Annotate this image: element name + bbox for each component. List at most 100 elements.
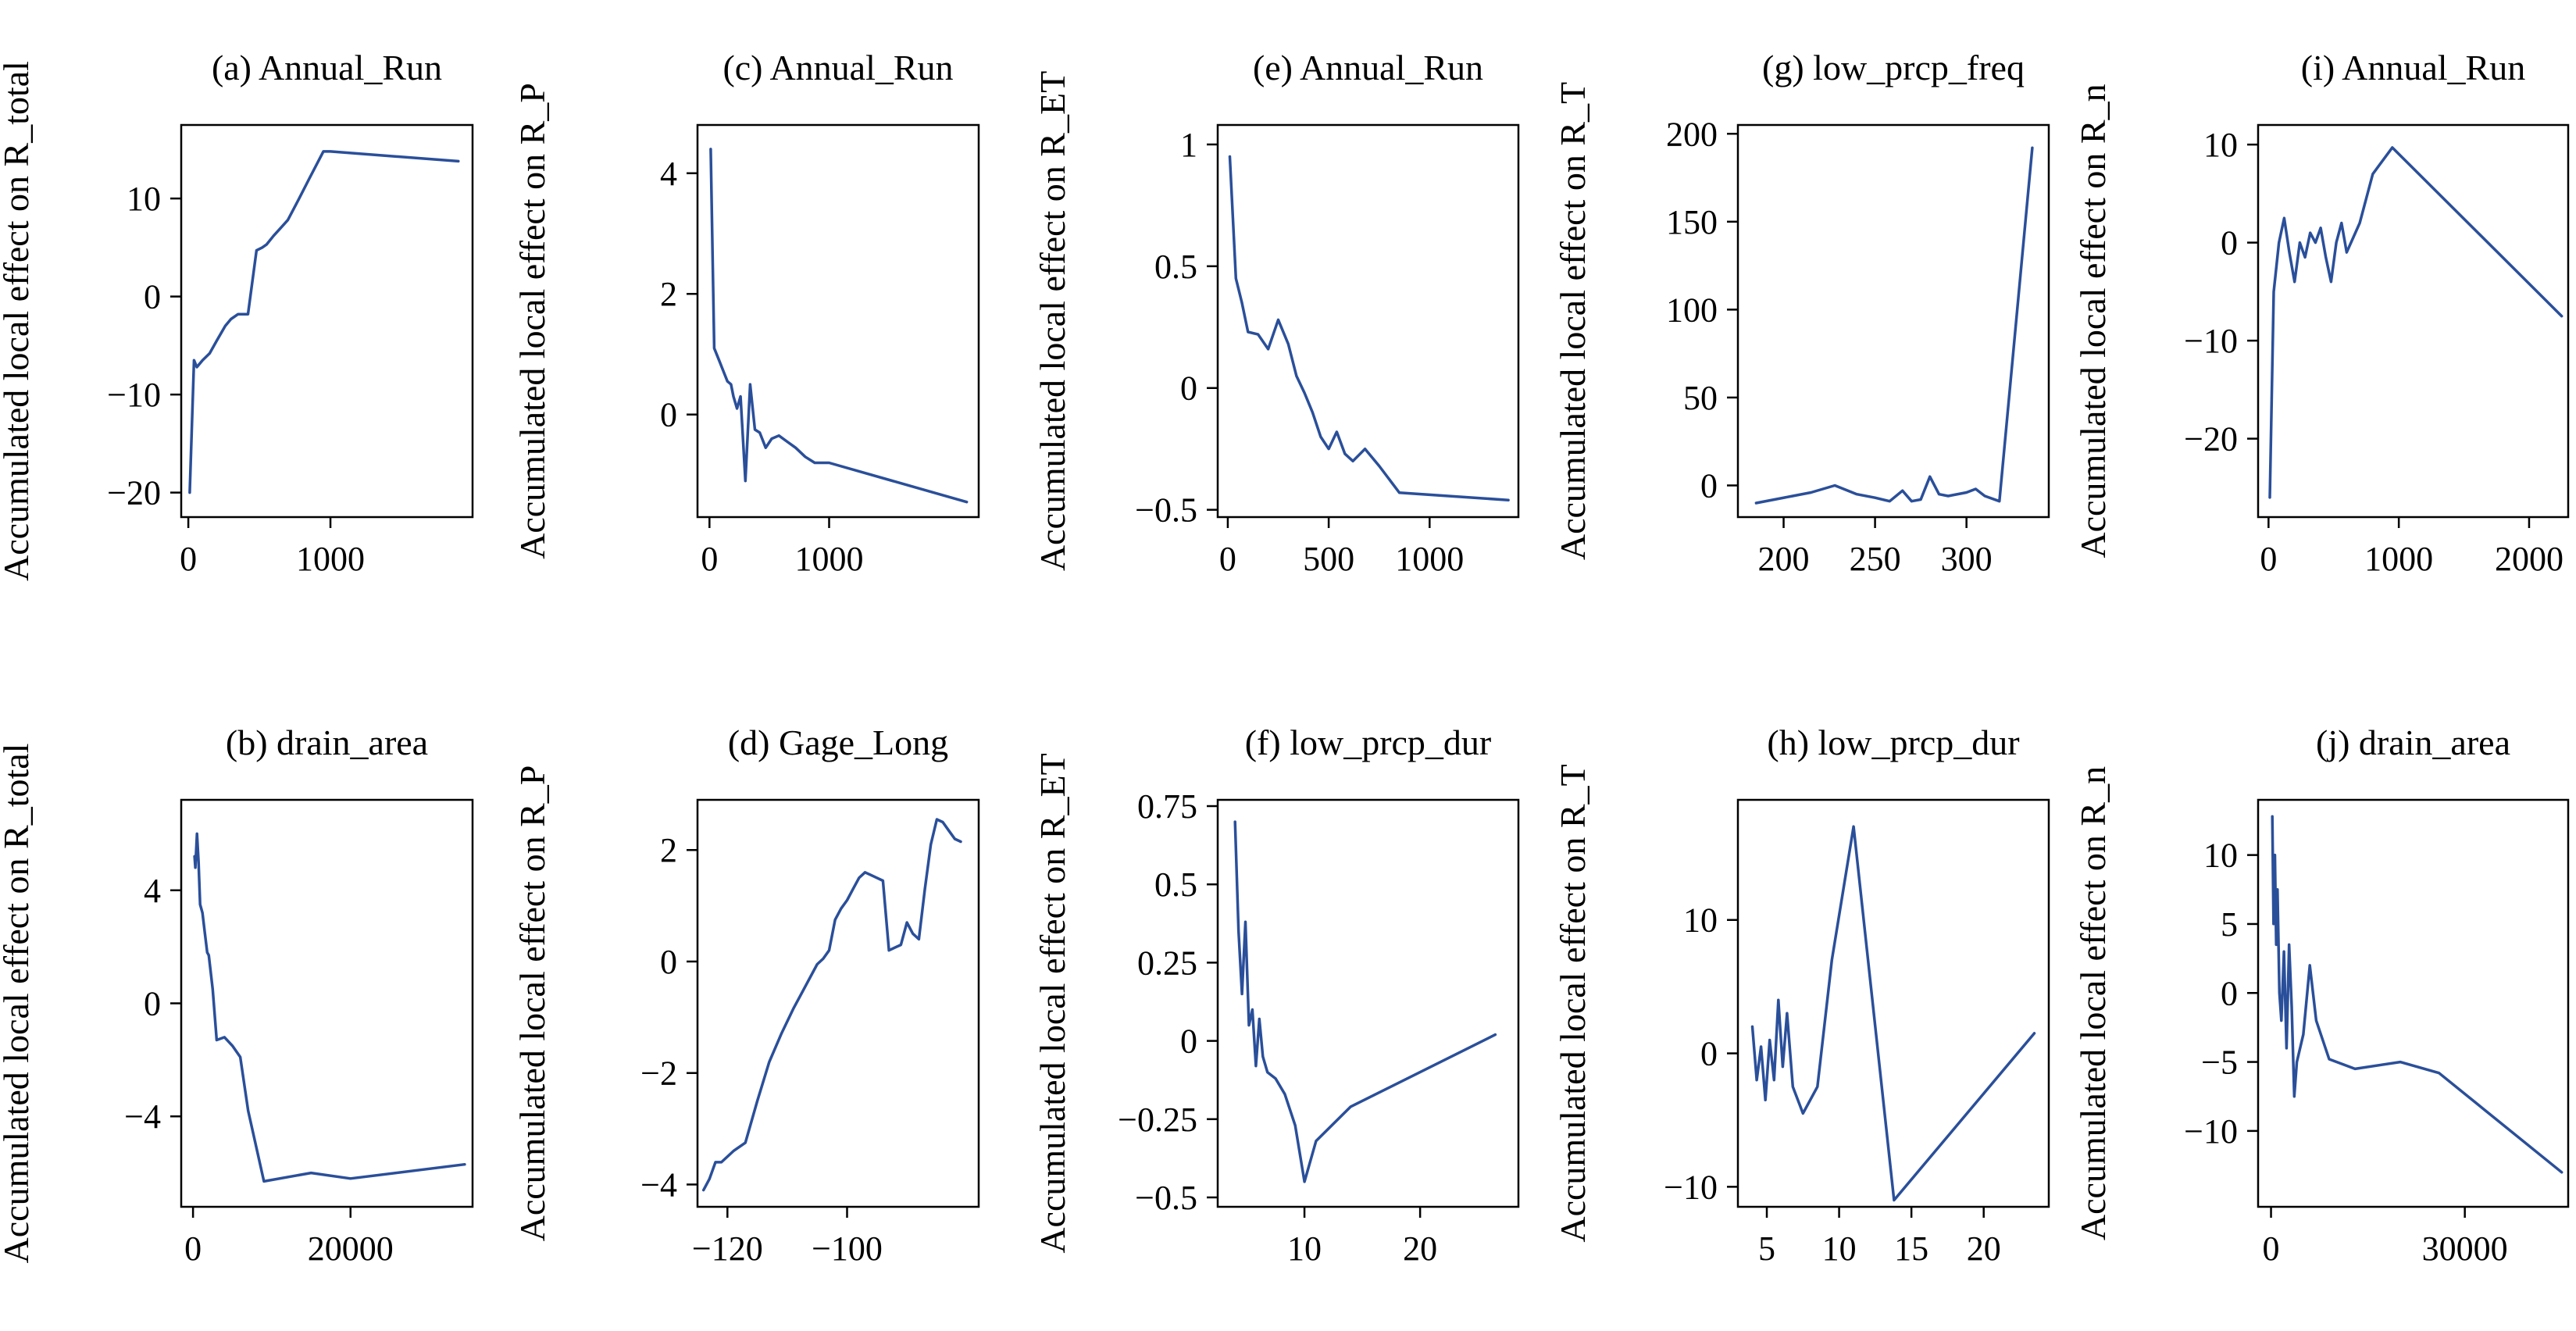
x-tick-label: 1000 xyxy=(795,540,864,578)
y-axis-label: Accumulated local effect on R_P xyxy=(512,765,552,1242)
ale-line-d xyxy=(701,818,962,1192)
y-tick-label: 0.5 xyxy=(1154,248,1197,286)
panel-title: (a) Annual_Run xyxy=(212,48,442,87)
x-tick-label: 0 xyxy=(184,1229,202,1268)
y-tick-label: 10 xyxy=(127,180,161,218)
panel-title: (e) Annual_Run xyxy=(1253,48,1483,87)
y-tick-label: 1 xyxy=(1180,126,1197,164)
x-tick-label: 15 xyxy=(1894,1229,1928,1268)
panel-e: (e) Annual_Run Accumulated local effect o… xyxy=(1033,48,1520,578)
y-tick-label: 10 xyxy=(2203,837,2238,875)
plot-frame xyxy=(2257,123,2570,519)
y-axis-label: Accumulated local effect on R_T xyxy=(1553,82,1593,560)
y-tick-label: −10 xyxy=(107,376,161,414)
plot-frame xyxy=(180,123,474,519)
ale-line-b xyxy=(193,832,466,1183)
y-tick-label: −10 xyxy=(2184,322,2238,360)
y-tick-label: −5 xyxy=(2201,1044,2238,1082)
y-tick-label: 100 xyxy=(1666,291,1718,329)
panel-a: (a) Annual_Run Accumulated local effect o… xyxy=(0,48,474,581)
y-tick-label: 0 xyxy=(1180,369,1197,408)
y-tick-label: 0 xyxy=(144,985,161,1023)
panel-g: (g) low_prcp_freq Accumulated local effec… xyxy=(1553,48,2050,578)
y-tick-label: −10 xyxy=(2184,1112,2238,1151)
panel-h: (h) low_prcp_dur Accumulated local effect… xyxy=(1553,723,2050,1268)
x-tick-label: 30000 xyxy=(2422,1229,2508,1268)
panel-title: (g) low_prcp_freq xyxy=(1762,48,2025,87)
y-axis-label: Accumulated local effect on R_total xyxy=(0,744,36,1264)
x-tick-label: 20 xyxy=(1967,1229,2001,1268)
panel-i: (i) Annual_Run Accumulated local effect o… xyxy=(2073,48,2570,578)
y-axis-label: Accumulated local effect on R_P xyxy=(512,83,552,559)
y-axis-label: Accumulated local effect on R_ET xyxy=(1033,71,1072,571)
x-tick-label: 0 xyxy=(2263,1229,2280,1268)
y-tick-label: −20 xyxy=(2184,420,2238,459)
y-tick-label: 0.25 xyxy=(1137,944,1197,982)
y-tick-label: 10 xyxy=(1683,901,1718,940)
y-tick-label: 50 xyxy=(1683,379,1718,417)
x-tick-label: 0 xyxy=(180,540,197,578)
x-tick-label: 0 xyxy=(701,540,718,578)
panel-j: (j) drain_area Accumulated local effect o… xyxy=(2073,723,2570,1268)
y-tick-label: −0.5 xyxy=(1135,491,1197,530)
y-tick-label: −4 xyxy=(124,1097,161,1136)
y-axis-label: Accumulated local effect on R_n xyxy=(2073,84,2113,558)
panel-b: (b) drain_area Accumulated local effect o… xyxy=(0,723,474,1268)
ale-line-c xyxy=(709,148,969,504)
plot-frame xyxy=(1736,123,2050,519)
x-tick-label: 0 xyxy=(1219,540,1236,578)
ale-line-a xyxy=(188,150,460,494)
y-tick-label: −20 xyxy=(107,474,161,512)
plot-frame xyxy=(1736,798,2050,1208)
y-tick-label: 2 xyxy=(660,831,677,869)
y-tick-label: −2 xyxy=(640,1054,677,1093)
ale-line-j xyxy=(2271,815,2564,1174)
x-tick-label: 200 xyxy=(1758,540,1810,578)
plot-frame xyxy=(1216,798,1520,1208)
y-tick-label: 0.5 xyxy=(1154,865,1197,904)
y-tick-label: 5 xyxy=(2221,905,2238,944)
y-tick-label: 200 xyxy=(1666,115,1718,153)
panel-title: (i) Annual_Run xyxy=(2301,48,2525,87)
y-axis-label: Accumulated local effect on R_n xyxy=(2073,766,2113,1240)
y-tick-label: −0.5 xyxy=(1135,1179,1197,1217)
y-tick-label: 0.75 xyxy=(1137,787,1197,826)
y-tick-label: 0 xyxy=(1700,466,1718,505)
plot-frame xyxy=(180,798,474,1208)
plot-frame xyxy=(696,798,980,1208)
y-tick-label: 0 xyxy=(660,943,677,981)
y-tick-label: 0 xyxy=(1700,1035,1718,1073)
y-tick-label: 150 xyxy=(1666,203,1718,241)
y-tick-label: −0.25 xyxy=(1118,1101,1197,1139)
y-tick-label: 0 xyxy=(1180,1022,1197,1061)
x-tick-label: 500 xyxy=(1303,540,1354,578)
x-tick-label: −100 xyxy=(812,1229,883,1268)
panel-d: (d) Gage_Long Accumulated local effect on… xyxy=(512,723,980,1268)
panel-title: (h) low_prcp_dur xyxy=(1767,723,2019,762)
x-tick-label: 300 xyxy=(1941,540,1993,578)
y-tick-label: 0 xyxy=(660,396,677,434)
y-tick-label: −10 xyxy=(1664,1168,1718,1206)
x-tick-label: 1000 xyxy=(1395,540,1464,578)
plot-frame xyxy=(696,123,980,519)
panel-title: (f) low_prcp_dur xyxy=(1245,723,1492,762)
x-tick-label: 20 xyxy=(1403,1229,1437,1268)
ale-line-g xyxy=(1754,146,2034,505)
x-tick-label: −120 xyxy=(692,1229,763,1268)
y-axis-label: Accumulated local effect on R_ET xyxy=(1033,753,1072,1253)
y-axis-label: Accumulated local effect on R_T xyxy=(1553,764,1593,1242)
panel-c: (c) Annual_Run Accumulated local effect o… xyxy=(512,48,980,578)
ale-line-f xyxy=(1233,820,1497,1183)
y-tick-label: −4 xyxy=(640,1165,677,1204)
panel-title: (d) Gage_Long xyxy=(728,723,948,762)
panel-title: (j) drain_area xyxy=(2316,723,2510,762)
y-tick-label: 0 xyxy=(144,278,161,316)
y-tick-label: 0 xyxy=(2221,974,2238,1012)
panel-title: (c) Annual_Run xyxy=(722,48,953,87)
x-tick-label: 1000 xyxy=(296,540,365,578)
x-tick-label: 1000 xyxy=(2364,540,2433,578)
x-tick-label: 250 xyxy=(1850,540,1901,578)
ale-line-i xyxy=(2268,146,2564,499)
panel-title: (b) drain_area xyxy=(226,723,428,762)
